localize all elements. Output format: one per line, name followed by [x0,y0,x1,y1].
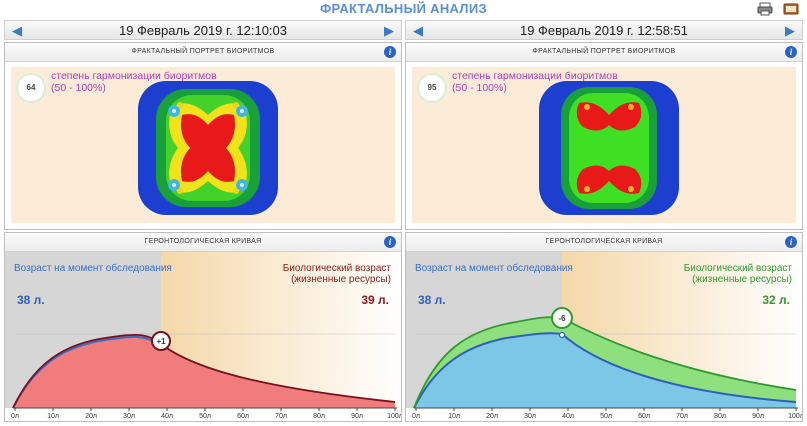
x-tick-label: 100л [788,413,802,420]
panel-header: ГЕРОНТОЛОГИЧЕСКАЯ КРИВАЯ i [406,233,802,252]
prev-arrow-icon[interactable]: ◀ [413,23,423,38]
panel-header: ФРАКТАЛЬНЫЙ ПОРТРЕТ БИОРИТМОВ i [406,43,802,62]
x-tick-label: 50л [199,413,211,420]
harmony-value: 95 [427,83,437,92]
harmony-label: степень гармонизации биоритмов [452,70,618,82]
bio-age-label: Биологический возраст (жизненные ресурсы… [683,263,792,285]
next-arrow-icon[interactable]: ▶ [384,23,394,38]
x-tick-label: 80л [714,413,726,420]
x-tick-label: 90л [752,413,764,420]
gerontology-chart: 0л 10л 20л 30л 40л 50л 60л 70л 80л 90л 100л -6 [406,252,802,420]
exam-curve [413,332,797,409]
fractal-portrait-image [138,81,278,215]
panel-header: ГЕРОНТОЛОГИЧЕСКАЯ КРИВАЯ i [5,233,401,252]
prev-arrow-icon[interactable]: ◀ [12,23,22,38]
delta-marker [551,307,573,329]
right-date-bar: ◀ 19 Февраль 2019 г. 12:58:51 ▶ [405,20,803,40]
bio-age-label: Биологический возраст (жизненные ресурсы… [282,263,391,285]
harmony-badge: 95 [419,75,445,101]
printer-icon[interactable] [757,2,773,16]
x-tick-label: 80л [313,413,325,420]
fractal-area: 64 степень гармонизации биоритмов (50 - … [11,67,395,223]
info-icon[interactable]: i [785,46,797,58]
bio-age-value: 39 л. [361,293,389,307]
x-tick-label: 30л [123,413,135,420]
x-axis-ticks: 0л 10л 20л 30л 40л 50л 60л 70л 80л 90л 100л [11,408,401,420]
panel-title: ГЕРОНТОЛОГИЧЕСКАЯ КРИВАЯ [144,238,262,245]
app-title: ФРАКТАЛЬНЫЙ АНАЛИЗ [320,1,487,16]
right-fractal-panel: ФРАКТАЛЬНЫЙ ПОРТРЕТ БИОРИТМОВ i 95 степе… [405,42,803,230]
info-icon[interactable]: i [384,236,396,248]
info-icon[interactable]: i [384,46,396,58]
left-curve-panel: ГЕРОНТОЛОГИЧЕСКАЯ КРИВАЯ i 0л 10л 20л 30л 40… [4,232,402,422]
gerontology-chart: 0л 10л 20л 30л 40л 50л 60л 70л 80л 90л 100л +1 [5,252,401,420]
x-tick-label: 60л [638,413,650,420]
harmony-range: (50 - 100%) [51,82,106,94]
next-arrow-icon[interactable]: ▶ [785,23,795,38]
bio-curve [12,334,396,409]
left-date: 19 Февраль 2019 г. 12:10:03 [118,23,288,38]
left-date-bar: ◀ 19 Февраль 2019 г. 12:10:03 ▶ [4,20,402,40]
x-tick-label: 70л [275,413,287,420]
x-tick-label: 30л [524,413,536,420]
info-icon[interactable]: i [785,236,797,248]
delta-label: -6 [558,314,566,323]
harmony-range: (50 - 100%) [452,82,507,94]
x-tick-label: 20л [486,413,498,420]
harmony-badge: 64 [18,75,44,101]
x-tick-label: 20л [85,413,97,420]
panel-title: ФРАКТАЛЬНЫЙ ПОРТРЕТ БИОРИТМОВ [131,48,275,55]
x-tick-label: 100л [387,413,401,420]
exam-age-value: 38 л. [17,293,45,307]
x-tick-label: 10л [448,413,460,420]
bio-curve [413,316,797,409]
x-tick-label: 40л [161,413,173,420]
x-tick-label: 10л [47,413,59,420]
left-fractal-panel: ФРАКТАЛЬНЫЙ ПОРТРЕТ БИОРИТМОВ i 64 степе… [4,42,402,230]
right-curve-panel: ГЕРОНТОЛОГИЧЕСКАЯ КРИВАЯ i 0л 10л 20л 30л 40… [405,232,803,422]
harmony-value: 64 [26,83,36,92]
x-tick-label: 40л [562,413,574,420]
panel-title: ФРАКТАЛЬНЫЙ ПОРТРЕТ БИОРИТМОВ [532,48,676,55]
exam-age-value: 38 л. [418,293,446,307]
right-date: 19 Февраль 2019 г. 12:58:51 [519,23,689,38]
x-tick-label: 0л [11,413,19,420]
x-tick-label: 50л [600,413,612,420]
panel-title: ГЕРОНТОЛОГИЧЕСКАЯ КРИВАЯ [545,238,663,245]
bio-age-value: 32 л. [762,293,790,307]
fractal-area: 95 степень гармонизации биоритмов (50 - … [412,67,796,223]
harmony-label: степень гармонизации биоритмов [51,70,217,82]
exam-age-label: Возраст на момент обследования [14,263,172,274]
delta-label: +1 [156,337,166,346]
fractal-portrait-image [539,81,679,215]
panel-header: ФРАКТАЛЬНЫЙ ПОРТРЕТ БИОРИТМОВ i [5,43,401,62]
exam-area [414,333,796,408]
x-axis-ticks: 0л 10л 20л 30л 40л 50л 60л 70л 80л 90л 100л [412,408,802,420]
x-tick-label: 0л [412,413,420,420]
x-tick-label: 90л [351,413,363,420]
x-tick-label: 60л [237,413,249,420]
x-tick-label: 70л [676,413,688,420]
exam-age-label: Возраст на момент обследования [415,263,573,274]
book-icon[interactable] [783,2,799,16]
delta-marker [151,331,171,351]
